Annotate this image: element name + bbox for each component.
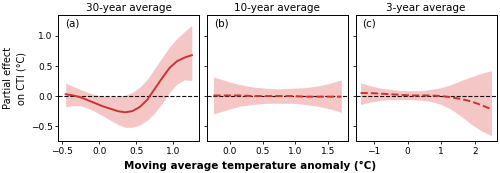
Text: (c): (c) — [362, 19, 376, 29]
Title: 30-year average: 30-year average — [86, 3, 172, 13]
Text: (a): (a) — [66, 19, 80, 29]
Title: 10-year average: 10-year average — [234, 3, 320, 13]
Y-axis label: Partial effect
on CTI (°C): Partial effect on CTI (°C) — [4, 47, 26, 109]
Text: Moving average temperature anomaly (°C): Moving average temperature anomaly (°C) — [124, 161, 376, 171]
Title: 3-year average: 3-year average — [386, 3, 466, 13]
Text: (b): (b) — [214, 19, 228, 29]
